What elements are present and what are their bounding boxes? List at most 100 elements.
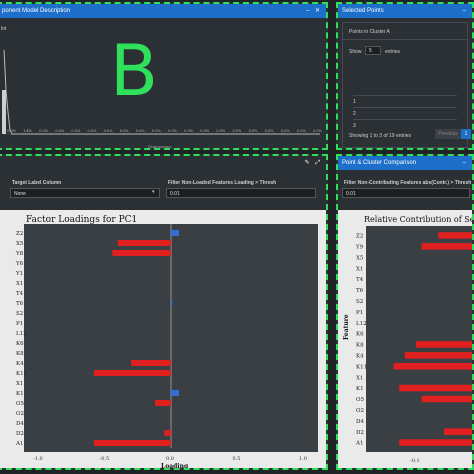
contribution-bar — [399, 384, 472, 392]
panel-title: Selected Points — [342, 8, 384, 14]
scree-plot: 0.0% 1.4% 0.0% 0.0% 0.0% 0.0% 0.0% 0.0% 0.0% 0.0%… — [2, 49, 323, 148]
scree-bar-label: 0.0% — [152, 129, 162, 133]
contribution-bar — [393, 362, 472, 370]
scree-bar-label: 0.0% — [71, 129, 81, 133]
y-tick-label: K4 — [16, 361, 24, 367]
scree-bar-label: 0.0% — [120, 129, 130, 133]
factor-loadings-panel: ✎ ⤢ Target Label Column None ▾ Filter No… — [0, 154, 328, 470]
loading-bar — [93, 440, 171, 446]
scree-bar-label: 0.0% — [184, 129, 194, 133]
chart-title: Factor Loadings for PC1 — [26, 215, 137, 225]
loading-filter-label: Filter Non-Loaded Features Loading > Thr… — [168, 180, 277, 186]
contribution-bar — [416, 341, 472, 348]
table-row[interactable]: 1 — [353, 95, 457, 113]
y-tick-label: O5 — [356, 397, 365, 403]
contribution-bar — [399, 439, 472, 446]
y-tick-label: K6 — [16, 341, 24, 347]
contribution-bar — [444, 428, 472, 435]
scree-bar-label: 0.0% — [313, 129, 323, 133]
scree-bar-label: 0.0% — [200, 129, 210, 133]
panel-header: Point & Cluster Comparison – — [338, 156, 472, 170]
scree-line — [3, 49, 320, 135]
x-tick-label: 1.0 — [299, 456, 307, 462]
factor-loadings-chart: Factor Loadings for PC1 Loading -1.0 -0.5… — [0, 210, 326, 470]
panel-letter-b: B — [110, 30, 159, 112]
y-tick-label: X1 — [356, 266, 363, 272]
y-tick-label: T6 — [16, 301, 24, 307]
contribution-filter-input[interactable]: 0.01 — [342, 188, 470, 198]
loading-filter-input[interactable]: 0.01 — [166, 188, 316, 198]
scree-bar-label: 0.0% — [168, 129, 178, 133]
scree-bar-label: 0.0% — [232, 129, 242, 133]
y-tick-label: Z2 — [16, 231, 23, 237]
y-tick-label: P1 — [356, 310, 363, 316]
table-info: Showing 1 to 3 of 19 entries — [349, 133, 411, 139]
y-tick-label: S2 — [16, 311, 23, 317]
x-tick-label: -0.1 — [410, 458, 420, 464]
y-tick-label: O2 — [16, 411, 24, 417]
y-tick-label: S2 — [356, 299, 363, 305]
loading-bar — [155, 400, 171, 406]
selected-points-panel: Selected Points – Points in Cluster A Sh… — [336, 2, 474, 150]
page-1-button[interactable]: 1 — [461, 129, 471, 139]
contribution-filter-label: Filter Non-Contributing Features abs(Con… — [344, 180, 472, 186]
y-tick-label: D2 — [356, 430, 364, 436]
comparison-panel: Point & Cluster Comparison – Filter Non-… — [336, 154, 474, 470]
y-tick-label: A1 — [355, 441, 363, 447]
table-row[interactable]: 3 — [353, 119, 457, 137]
table-row[interactable]: 2 — [353, 107, 457, 125]
panel-title: Point & Cluster Comparison — [342, 160, 417, 166]
panel-controls[interactable]: ✎ ⤢ — [304, 160, 322, 166]
scree-bar-label: 1.4% — [23, 129, 33, 133]
chart-xlabel: Loading — [161, 463, 189, 470]
scree-bar-label: 0.0% — [281, 129, 291, 133]
panel-header: ✎ ⤢ — [0, 156, 326, 170]
previous-button[interactable]: Previous — [435, 129, 461, 139]
y-tick-label: X1 — [16, 381, 23, 387]
y-tick-label: L12 — [16, 331, 27, 337]
y-tick-label: T6 — [356, 288, 364, 294]
loading-bar — [171, 300, 173, 306]
y-tick-label: Z2 — [356, 234, 363, 240]
contribution-bar — [438, 232, 472, 239]
y-tick-label: X5 — [16, 241, 24, 247]
y-tick-label: K1 — [356, 386, 364, 392]
x-tick-label: 0.5 — [233, 456, 241, 462]
contribution-bar — [404, 352, 472, 359]
contribution-chart: Relative Contribution of Selected Clust … — [338, 210, 472, 468]
target-label: Target Label Column — [12, 180, 62, 186]
y-tick-label: K1 — [16, 391, 24, 397]
component-description-panel: ponent Model Description – ✕ lot B 0.0% 1… — [0, 2, 328, 150]
panel-title: ponent Model Description — [2, 8, 71, 14]
y-tick-label: D2 — [16, 431, 24, 437]
chart-ylabel: Feature — [343, 314, 350, 340]
scree-bar-label: 0.0% — [88, 129, 98, 133]
cluster-subtitle: Points in Cluster A — [349, 29, 390, 35]
y-tick-label: L12 — [356, 321, 367, 327]
scree-bar-label: 0.0% — [39, 129, 49, 133]
y-tick-label: O2 — [356, 408, 364, 414]
y-tick-label: K8 — [356, 343, 364, 349]
x-tick-label: -1.0 — [33, 456, 43, 462]
y-tick-label: Y6 — [15, 261, 24, 267]
scree-bar-label: 0.0% — [7, 129, 17, 133]
scree-bar-label: 0.0% — [136, 129, 146, 133]
y-tick-label: K4 — [356, 354, 364, 360]
loading-bar — [164, 430, 171, 436]
target-select[interactable]: None — [10, 188, 160, 198]
loading-bar — [112, 250, 171, 256]
loading-bar — [117, 240, 171, 246]
loading-bar — [131, 360, 171, 366]
contribution-bar — [421, 243, 472, 250]
loading-bar — [171, 390, 179, 396]
scree-bar-label: 0.0% — [216, 129, 226, 133]
entries-select[interactable]: 5 — [365, 46, 381, 55]
y-tick-label: T4 — [356, 277, 364, 283]
panel-controls[interactable]: – — [462, 8, 468, 14]
panel-controls[interactable]: – ✕ — [305, 8, 322, 14]
chevron-down-icon: ▾ — [152, 189, 155, 195]
show-label: Show — [349, 49, 362, 55]
scree-bar-label: 0.0% — [249, 129, 259, 133]
panel-controls[interactable]: – — [462, 160, 468, 166]
y-tick-label: K8 — [16, 351, 24, 357]
